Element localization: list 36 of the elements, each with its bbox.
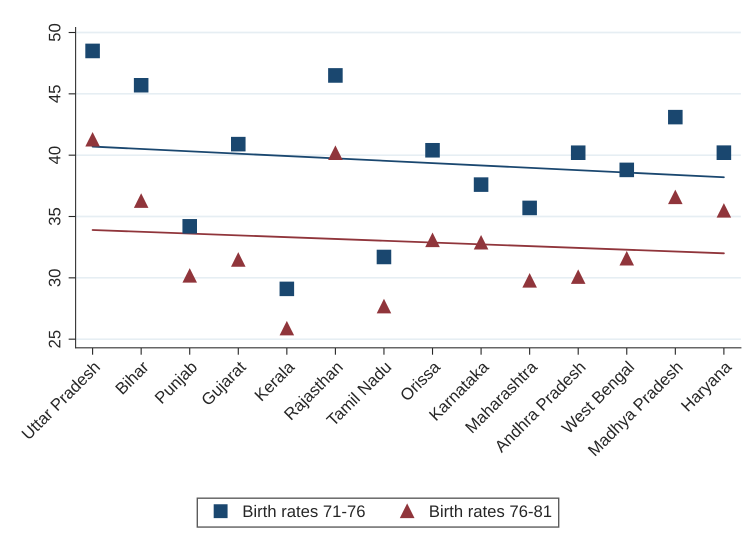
point: [522, 200, 537, 216]
y-tick-label: 35: [48, 208, 60, 226]
legend-label: Birth rates 71-76: [244, 504, 365, 518]
y-tick-label: 45: [48, 85, 60, 103]
point: [474, 234, 488, 250]
point: [376, 298, 392, 314]
point: [328, 68, 343, 83]
point: [376, 250, 392, 264]
point: [425, 232, 440, 248]
point: [328, 145, 343, 160]
point: [280, 282, 294, 296]
point: [182, 219, 197, 234]
point: [230, 136, 246, 152]
point: [522, 273, 537, 288]
point: [570, 145, 586, 160]
point: [425, 142, 440, 158]
point: [182, 268, 197, 283]
point: [716, 145, 732, 160]
point: [85, 132, 100, 147]
point: [280, 320, 294, 336]
point: [668, 190, 683, 204]
legend-label: Birth rates 76-81: [430, 504, 552, 518]
point: [619, 162, 634, 178]
y-tick-label: 40: [48, 146, 60, 164]
y-tick-label: 25: [48, 330, 60, 348]
y-tick-label: 30: [48, 269, 60, 286]
point: [230, 252, 246, 267]
y-tick-label: 50: [48, 24, 60, 42]
point: [570, 269, 586, 284]
point: [619, 250, 634, 266]
point: [668, 110, 683, 124]
point: [474, 177, 488, 192]
point: [134, 78, 148, 93]
point: [134, 193, 148, 208]
point: [85, 44, 100, 58]
point: [716, 203, 732, 218]
